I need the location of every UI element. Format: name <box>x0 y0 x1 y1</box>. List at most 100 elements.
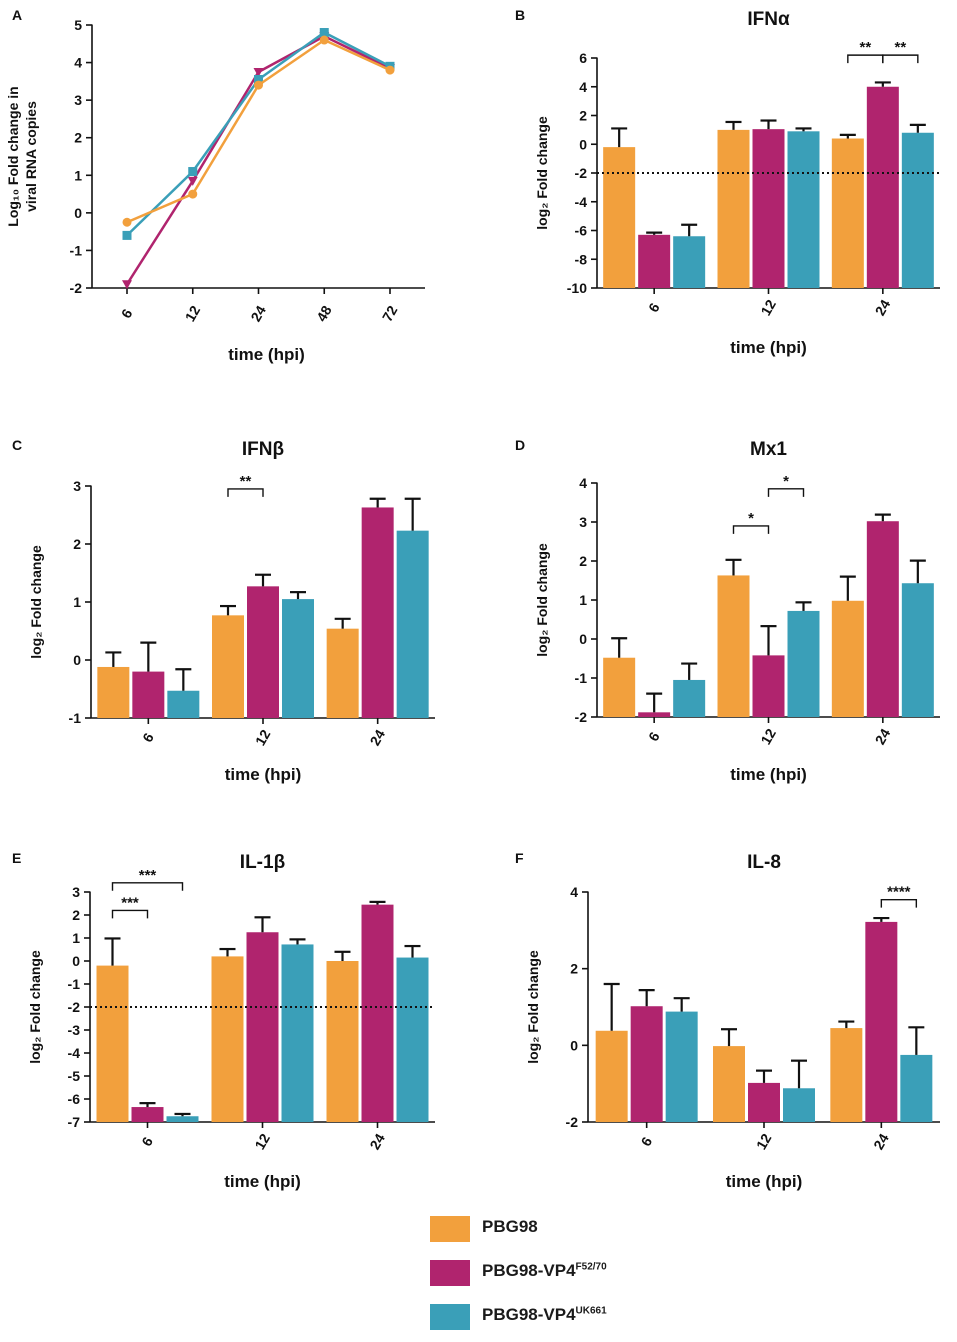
y-tick-label: -10 <box>567 280 587 296</box>
chart-title: IL-1β <box>240 852 285 873</box>
y-tick-label: -2 <box>68 999 81 1015</box>
bar <box>783 1088 815 1122</box>
y-tick-label: 4 <box>570 884 578 900</box>
y-axis-label: log₂ Fold change <box>27 950 43 1064</box>
y-tick-label: 1 <box>73 594 81 610</box>
y-tick-label: 2 <box>570 961 578 977</box>
panel-letter: E <box>12 850 21 866</box>
data-point <box>385 65 395 75</box>
data-point <box>253 67 264 77</box>
data-point <box>319 35 329 45</box>
series-line <box>126 38 391 224</box>
bar <box>603 147 636 288</box>
y-tick-label: -2 <box>575 165 588 181</box>
data-point <box>187 176 198 186</box>
x-tick-label: 12 <box>182 303 204 325</box>
x-tick-label: 6 <box>645 729 663 744</box>
panel-letter: D <box>515 437 525 453</box>
y-tick-label: -6 <box>68 1091 81 1107</box>
y-tick-label: -4 <box>575 194 588 210</box>
x-tick-label: 48 <box>313 303 335 325</box>
bar <box>900 1054 933 1122</box>
legend-swatch-uk661 <box>430 1304 470 1330</box>
x-tick-label: 6 <box>118 306 136 321</box>
y-tick-label: -1 <box>70 242 83 258</box>
significance-label: *** <box>121 894 139 911</box>
y-tick-label: 5 <box>74 17 82 33</box>
y-tick-label: -2 <box>566 1114 579 1130</box>
y-tick-label: 0 <box>579 136 587 152</box>
bar <box>281 944 314 1122</box>
significance-label: **** <box>887 884 911 901</box>
y-tick-label: 3 <box>73 478 81 494</box>
data-point <box>122 217 132 227</box>
bar <box>630 1006 663 1122</box>
bar <box>396 957 429 1122</box>
x-axis-label: time (hpi) <box>224 1172 301 1191</box>
data-point <box>254 74 263 84</box>
significance-label: * <box>748 510 754 527</box>
y-tick-label: 3 <box>579 514 587 530</box>
y-axis-label: log₂ Fold change <box>534 116 550 230</box>
bar <box>326 961 359 1122</box>
panel-letter: F <box>515 850 524 866</box>
bar <box>673 679 706 717</box>
legend-item: PBG98-VP4UK661 <box>430 1298 830 1342</box>
y-tick-label: 0 <box>579 631 587 647</box>
legend: PBG98 PBG98-VP4F52/70 PBG98-VP4UK661 <box>430 1210 830 1342</box>
significance-bracket <box>732 525 770 534</box>
y-tick-label: 1 <box>72 930 80 946</box>
significance-label: ** <box>894 39 906 56</box>
x-axis-label: time (hpi) <box>225 765 302 784</box>
y-tick-label: 2 <box>73 536 81 552</box>
bar <box>830 1028 863 1122</box>
bar <box>396 530 429 718</box>
y-tick-label: -6 <box>575 223 588 239</box>
data-point <box>122 230 132 240</box>
x-tick-label: 12 <box>252 727 274 749</box>
bar <box>713 1046 745 1122</box>
panel-letter: A <box>12 7 22 23</box>
x-tick-label: 6 <box>645 300 663 315</box>
y-axis-label: log₂ Fold change <box>525 950 541 1064</box>
y-axis-label: viral RNA copies <box>23 101 39 212</box>
y-tick-label: 0 <box>72 953 80 969</box>
x-tick-label: 6 <box>637 1134 655 1149</box>
bar <box>752 129 785 288</box>
legend-label: PBG98 <box>482 1217 538 1236</box>
x-tick-label: 24 <box>870 1131 892 1153</box>
bar <box>247 586 279 718</box>
x-tick-label: 24 <box>872 726 894 748</box>
significance-label: ** <box>240 473 252 490</box>
chart-title: IFNα <box>747 9 790 30</box>
bar <box>748 1082 780 1122</box>
y-tick-label: 2 <box>579 553 587 569</box>
y-tick-label: 0 <box>73 652 81 668</box>
chart-title: Mx1 <box>750 439 787 460</box>
data-point <box>188 189 198 199</box>
bar <box>866 86 899 288</box>
bar <box>212 615 244 718</box>
bar <box>97 666 130 718</box>
y-tick-label: 2 <box>74 130 82 146</box>
x-tick-label: 12 <box>251 1131 273 1153</box>
bar <box>866 521 899 717</box>
y-tick-label: -1 <box>68 976 81 992</box>
bar <box>901 132 934 288</box>
y-tick-label: 6 <box>579 50 587 66</box>
bar <box>132 671 165 718</box>
x-axis-label: time (hpi) <box>726 1172 803 1191</box>
y-tick-label: -2 <box>575 709 588 725</box>
y-tick-label: 0 <box>570 1037 578 1053</box>
y-tick-label: -5 <box>68 1068 81 1084</box>
data-point <box>188 167 198 177</box>
bar <box>326 628 359 718</box>
bar <box>96 965 129 1122</box>
data-point <box>319 28 329 38</box>
y-tick-label: -4 <box>68 1045 81 1061</box>
significance-bracket <box>767 488 805 497</box>
bar <box>595 1030 628 1122</box>
bar <box>361 904 394 1122</box>
